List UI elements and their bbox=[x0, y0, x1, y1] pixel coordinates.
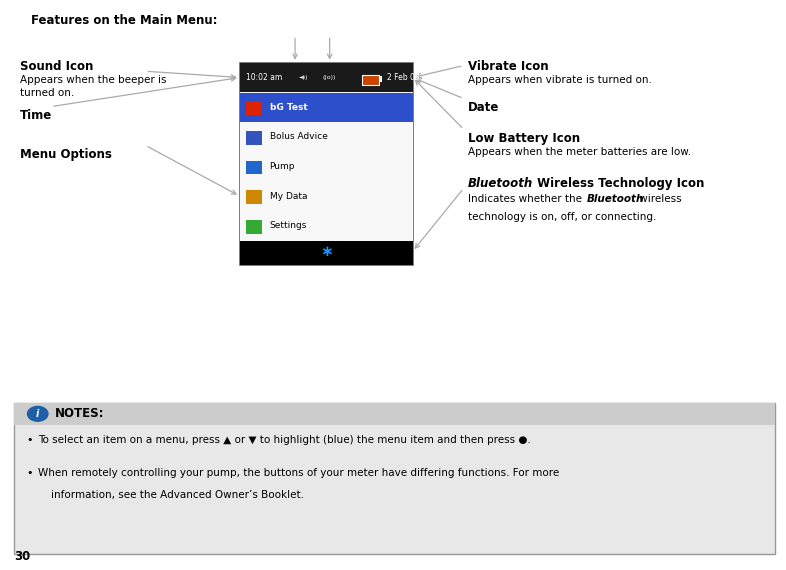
FancyBboxPatch shape bbox=[240, 238, 413, 265]
Text: Menu Options: Menu Options bbox=[20, 148, 112, 161]
Text: •: • bbox=[26, 435, 32, 445]
FancyBboxPatch shape bbox=[246, 161, 262, 174]
FancyBboxPatch shape bbox=[379, 76, 382, 82]
Text: ((o)): ((o)) bbox=[322, 75, 336, 80]
Text: Wireless Technology Icon: Wireless Technology Icon bbox=[533, 177, 704, 190]
FancyBboxPatch shape bbox=[240, 212, 413, 241]
FancyBboxPatch shape bbox=[240, 63, 413, 265]
FancyBboxPatch shape bbox=[240, 63, 413, 92]
Text: ∗: ∗ bbox=[320, 244, 332, 259]
Text: 10:02 am: 10:02 am bbox=[246, 73, 282, 82]
Text: Date: Date bbox=[468, 101, 499, 115]
FancyBboxPatch shape bbox=[240, 182, 413, 211]
Text: information, see the Advanced Owner’s Booklet.: information, see the Advanced Owner’s Bo… bbox=[51, 490, 304, 500]
Text: i: i bbox=[36, 409, 39, 419]
FancyBboxPatch shape bbox=[246, 131, 262, 145]
Text: Sound Icon: Sound Icon bbox=[20, 60, 93, 73]
Text: wireless: wireless bbox=[636, 194, 681, 204]
Text: NOTES:: NOTES: bbox=[55, 408, 105, 420]
FancyBboxPatch shape bbox=[240, 92, 413, 238]
FancyBboxPatch shape bbox=[246, 190, 262, 204]
FancyBboxPatch shape bbox=[14, 403, 775, 425]
Text: •: • bbox=[26, 468, 32, 478]
FancyBboxPatch shape bbox=[362, 75, 379, 85]
Text: Features on the Main Menu:: Features on the Main Menu: bbox=[31, 14, 218, 27]
Text: Bolus Advice: Bolus Advice bbox=[270, 132, 328, 141]
Text: bG Test: bG Test bbox=[270, 103, 307, 112]
FancyBboxPatch shape bbox=[14, 403, 775, 554]
Text: Bluetooth: Bluetooth bbox=[468, 177, 533, 190]
Text: Settings: Settings bbox=[270, 221, 307, 230]
FancyBboxPatch shape bbox=[240, 123, 413, 152]
Text: ◄)): ◄)) bbox=[299, 75, 309, 80]
Text: Appears when vibrate is turned on.: Appears when vibrate is turned on. bbox=[468, 75, 652, 86]
Text: My Data: My Data bbox=[270, 192, 307, 201]
Text: Appears when the beeper is
turned on.: Appears when the beeper is turned on. bbox=[20, 75, 166, 98]
Text: Time: Time bbox=[20, 109, 52, 123]
Text: technology is on, off, or connecting.: technology is on, off, or connecting. bbox=[468, 212, 656, 222]
Text: Bluetooth: Bluetooth bbox=[587, 194, 645, 204]
Text: 30: 30 bbox=[14, 550, 31, 563]
Text: Appears when the meter batteries are low.: Appears when the meter batteries are low… bbox=[468, 147, 691, 157]
Circle shape bbox=[28, 406, 48, 421]
Text: 2 Feb 08: 2 Feb 08 bbox=[387, 73, 420, 82]
FancyBboxPatch shape bbox=[240, 153, 413, 181]
Text: To select an item on a menu, press ▲ or ▼ to highlight (blue) the menu item and : To select an item on a menu, press ▲ or … bbox=[38, 435, 531, 445]
FancyBboxPatch shape bbox=[246, 101, 262, 115]
Text: Pump: Pump bbox=[270, 162, 295, 171]
Text: Vibrate Icon: Vibrate Icon bbox=[468, 60, 549, 73]
FancyBboxPatch shape bbox=[240, 93, 413, 122]
Text: When remotely controlling your pump, the buttons of your meter have differing fu: When remotely controlling your pump, the… bbox=[38, 468, 559, 478]
Text: Indicates whether the: Indicates whether the bbox=[468, 194, 585, 204]
Text: Low Battery Icon: Low Battery Icon bbox=[468, 132, 580, 145]
FancyBboxPatch shape bbox=[246, 220, 262, 234]
